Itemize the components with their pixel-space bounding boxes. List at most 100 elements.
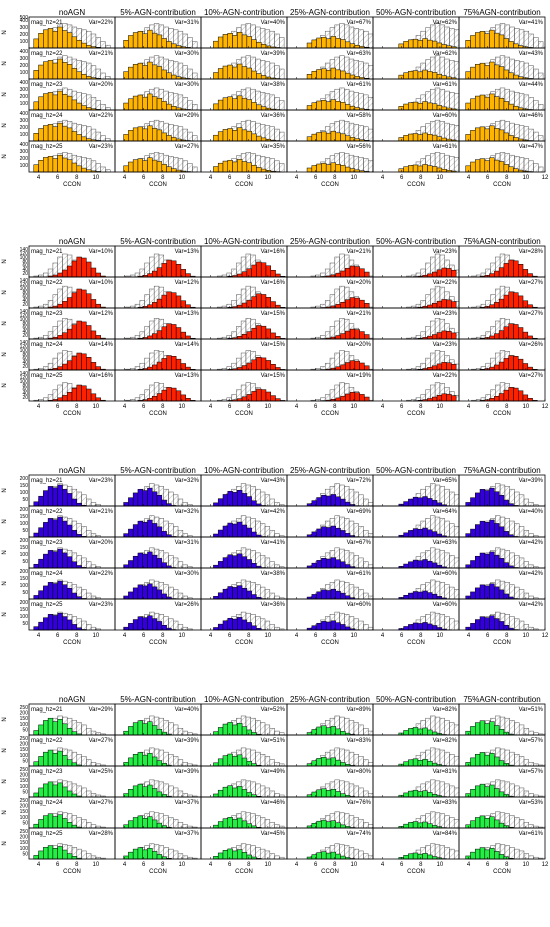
y-axis-label: N: [2, 154, 8, 158]
filled-bar: [494, 333, 500, 340]
row-label: mag_hz=23: [31, 82, 63, 88]
outline-bar: [358, 787, 364, 798]
filled-bar: [33, 38, 39, 49]
filled-bar: [86, 388, 92, 402]
filled-bar: [408, 790, 414, 798]
filled-bar: [412, 101, 419, 111]
outline-bar: [444, 552, 450, 569]
filled-bar: [232, 555, 238, 569]
filled-bar: [43, 522, 49, 538]
outline-bar: [81, 756, 87, 767]
filled-bar: [321, 131, 327, 142]
x-axis-label: CCON: [321, 640, 339, 646]
var-label: Var=16%: [261, 249, 286, 255]
filled-bar: [66, 556, 73, 569]
histogram-panel: Var=46%: [458, 109, 546, 142]
filled-bar: [62, 363, 68, 371]
filled-bar: [498, 66, 505, 80]
filled-bar: [508, 41, 514, 49]
filled-bar: [227, 753, 233, 767]
outline-bar: [90, 793, 97, 798]
filled-bar: [222, 129, 229, 142]
x-tick-label: 8: [333, 633, 337, 639]
outline-bar: [509, 751, 515, 767]
outline-bar: [518, 557, 525, 569]
filled-bar: [359, 331, 365, 340]
filled-bar: [47, 486, 54, 507]
filled-bar: [43, 751, 49, 767]
filled-bar: [398, 168, 404, 173]
outline-bar: [367, 595, 374, 600]
filled-bar: [494, 64, 500, 80]
outline-bar: [264, 557, 271, 569]
filled-bar: [325, 527, 332, 538]
row-label: mag_hz=23: [31, 311, 63, 317]
histogram-panel: Var=60%: [372, 567, 460, 600]
panel-frame: [458, 827, 546, 860]
filled-bar: [498, 34, 505, 49]
histogram-panel: Var=30%: [114, 78, 202, 111]
filled-bar: [222, 65, 229, 80]
outline-bar: [353, 618, 359, 631]
filled-bar: [38, 33, 44, 49]
filled-bar: [494, 618, 500, 631]
filled-bar: [340, 530, 346, 538]
histogram-panel: Var=23%: [372, 338, 460, 371]
filled-bar: [95, 335, 101, 340]
filled-bar: [33, 626, 39, 631]
filled-bar: [489, 304, 495, 309]
outline-bar: [453, 93, 460, 111]
outline-bar: [449, 817, 455, 829]
filled-bar: [489, 615, 495, 631]
filled-bar: [265, 360, 272, 371]
filled-bar: [52, 784, 58, 798]
filled-bar: [306, 42, 313, 49]
filled-bar: [408, 853, 414, 860]
filled-bar: [403, 792, 409, 798]
filled-bar: [57, 580, 63, 600]
outline-bar: [353, 586, 359, 600]
var-label: Var=64%: [433, 509, 458, 515]
filled-bar: [340, 731, 346, 736]
filled-bar: [76, 134, 82, 142]
filled-bar: [227, 617, 233, 631]
outline-bar: [439, 845, 445, 860]
outline-bar: [187, 163, 193, 173]
x-tick-label: 8: [505, 404, 509, 410]
histogram-panel: Var=37%: [114, 796, 202, 829]
outline-bar: [439, 749, 445, 767]
filled-bar: [470, 623, 476, 631]
filled-bar: [522, 300, 529, 309]
filled-bar: [508, 323, 514, 340]
outline-bar: [173, 526, 179, 538]
histogram-panel: Var=40%: [114, 703, 202, 736]
filled-bar: [156, 66, 163, 80]
histogram-panel: Var=35%: [200, 140, 288, 173]
filled-bar: [213, 134, 219, 142]
var-label: Var=37%: [175, 800, 200, 806]
y-tick-label: 100: [20, 70, 29, 76]
filled-bar: [241, 493, 248, 507]
filled-bar: [270, 332, 276, 340]
filled-bar: [232, 787, 238, 798]
filled-bar: [232, 35, 238, 49]
filled-bar: [213, 40, 219, 49]
outline-bar: [523, 530, 530, 538]
var-label: Var=20%: [89, 82, 114, 88]
var-label: Var=21%: [347, 249, 372, 255]
filled-bar: [316, 163, 322, 173]
histogram-panel: Var=40%: [200, 16, 288, 49]
filled-bar: [147, 551, 153, 569]
column-title: noAGN: [59, 237, 85, 246]
filled-bar: [321, 851, 327, 860]
x-tick-label: 10: [179, 175, 186, 181]
filled-bar: [142, 33, 148, 49]
x-tick-label: 8: [75, 404, 79, 410]
outline-bar: [100, 104, 106, 111]
filled-bar: [325, 558, 332, 569]
filled-bar: [489, 273, 495, 278]
filled-bar: [217, 36, 224, 49]
filled-bar: [446, 268, 452, 278]
filled-bar: [517, 327, 524, 340]
filled-bar: [513, 387, 519, 402]
